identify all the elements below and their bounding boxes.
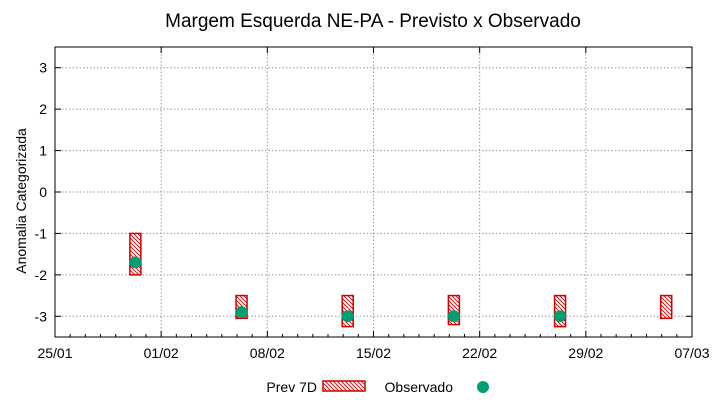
y-tick-label: 2 xyxy=(39,101,47,117)
grid-lines xyxy=(54,47,693,337)
prev-7d-series xyxy=(129,232,673,328)
observado-point xyxy=(235,306,248,319)
y-tick-label: 0 xyxy=(39,184,47,200)
observado-point xyxy=(554,310,567,323)
legend-label-prev: Prev 7D xyxy=(266,379,317,395)
plot-frame xyxy=(54,46,693,338)
y-tick-label: 1 xyxy=(39,143,47,159)
prev-7d-box xyxy=(129,232,142,276)
prev-7d-box xyxy=(659,294,673,320)
y-tick-label: 3 xyxy=(39,60,47,76)
prev-7d-box xyxy=(447,294,461,326)
x-tick-label: 22/02 xyxy=(462,345,497,361)
observado-point xyxy=(447,310,460,323)
x-tick-label: 07/03 xyxy=(674,345,709,361)
legend-label-observado: Observado xyxy=(385,379,454,395)
y-tick-labels: 3 2 1 0 -1 -2 -3 xyxy=(35,60,48,325)
observado-point xyxy=(129,256,142,269)
observado-point xyxy=(341,310,354,323)
x-tick-labels: 25/01 01/02 08/02 15/02 22/02 29/02 07/03 xyxy=(37,345,709,361)
x-tick-label: 08/02 xyxy=(250,345,285,361)
observado-series xyxy=(129,256,567,323)
y-tick-label: -2 xyxy=(35,267,48,283)
legend-swatch-prev xyxy=(322,380,366,392)
y-axis-label: Anomalia Categorizada xyxy=(13,128,29,274)
legend: Prev 7D Observado xyxy=(266,379,489,395)
x-tick-label: 29/02 xyxy=(568,345,603,361)
y-tick-label: -1 xyxy=(35,225,48,241)
x-tick-label: 01/02 xyxy=(144,345,179,361)
x-tick-label: 25/01 xyxy=(37,345,72,361)
y-tick-label: -3 xyxy=(35,308,48,324)
legend-marker-observado xyxy=(477,381,489,393)
x-tick-label: 15/02 xyxy=(356,345,391,361)
chart-title: Margem Esquerda NE-PA - Previsto x Obser… xyxy=(165,11,581,32)
